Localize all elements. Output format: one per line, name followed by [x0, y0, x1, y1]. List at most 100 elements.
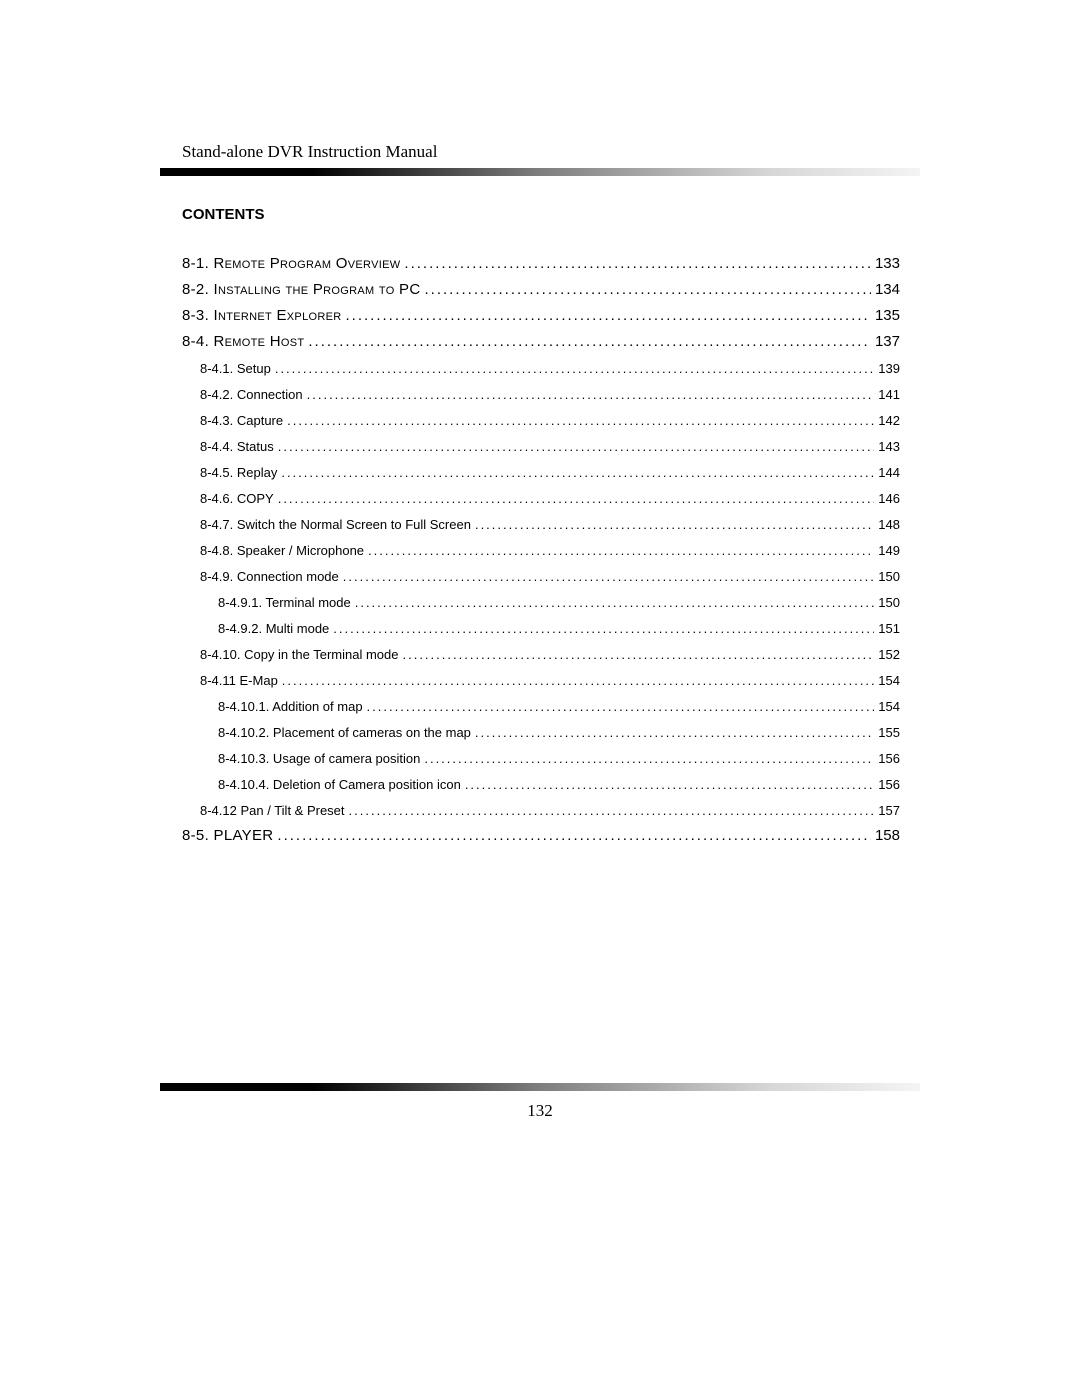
toc-entry: 8-4.1. Setup 139: [182, 361, 900, 376]
toc-entry-label: 8-4.6. COPY: [200, 491, 274, 506]
toc-entry: 8-4.10.4. Deletion of Camera position ic…: [182, 777, 900, 792]
toc-entry: 8-4.7. Switch the Normal Screen to Full …: [182, 517, 900, 532]
toc-entry-label: 8-4.11 E-Map: [200, 673, 278, 688]
toc-entry-label: 8-2. Installing the Program to PC: [182, 281, 420, 298]
toc-leader-dots: [402, 647, 874, 662]
toc-entry-label: 8-4.4. Status: [200, 439, 274, 454]
contents-heading: CONTENTS: [182, 206, 900, 223]
toc-entry-label: 8-4.8. Speaker / Microphone: [200, 543, 364, 558]
toc-leader-dots: [278, 491, 875, 506]
toc-leader-dots: [424, 751, 874, 766]
toc-entry: 8-4.2. Connection 141: [182, 387, 900, 402]
toc-entry-page: 154: [878, 699, 900, 714]
toc-entry-label: 8-4.5. Replay: [200, 465, 277, 480]
toc-entry-page: 156: [878, 777, 900, 792]
contents-block: CONTENTS 8-1. Remote Program Overview 133…: [182, 206, 900, 847]
toc-entry: 8-4.10.3. Usage of camera position 156: [182, 751, 900, 766]
table-of-contents: 8-1. Remote Program Overview 133 8-2. Inst…: [182, 255, 900, 844]
toc-entry-label: 8-4.7. Switch the Normal Screen to Full …: [200, 517, 471, 532]
toc-leader-dots: [345, 307, 870, 324]
toc-entry-page: 158: [875, 827, 900, 844]
toc-entry: 8-4.9.1. Terminal mode 150: [182, 595, 900, 610]
toc-entry-label: 8-4.10.1. Addition of map: [218, 699, 363, 714]
toc-entry-page: 146: [878, 491, 900, 506]
toc-entry: 8-4.12 Pan / Tilt & Preset 157: [182, 803, 900, 818]
toc-entry-page: 157: [878, 803, 900, 818]
toc-leader-dots: [277, 827, 871, 844]
toc-leader-dots: [343, 569, 875, 584]
toc-entry-page: 152: [878, 647, 900, 662]
page: Stand-alone DVR Instruction Manual CONTE…: [0, 0, 1080, 1397]
toc-leader-dots: [281, 465, 874, 480]
toc-entry-page: 144: [878, 465, 900, 480]
toc-entry-page: 150: [878, 569, 900, 584]
toc-entry-label: 8-4.9. Connection mode: [200, 569, 339, 584]
toc-entry-label: 8-4.10. Copy in the Terminal mode: [200, 647, 398, 662]
toc-leader-dots: [475, 725, 874, 740]
header-rule: [160, 168, 920, 176]
toc-entry: 8-4.11 E-Map 154: [182, 673, 900, 688]
toc-leader-dots: [333, 621, 874, 636]
toc-leader-dots: [355, 595, 875, 610]
toc-leader-dots: [367, 699, 875, 714]
toc-entry: 8-4.4. Status 143: [182, 439, 900, 454]
toc-entry-label: 8-4.1. Setup: [200, 361, 271, 376]
toc-entry: 8-2. Installing the Program to PC 134: [182, 281, 900, 298]
document-title: Stand-alone DVR Instruction Manual: [182, 142, 437, 162]
toc-leader-dots: [475, 517, 874, 532]
toc-entry-label: 8-4.10.2. Placement of cameras on the ma…: [218, 725, 471, 740]
toc-entry-page: 137: [875, 333, 900, 350]
toc-entry-page: 141: [878, 387, 900, 402]
toc-entry: 8-4. Remote Host 137: [182, 333, 900, 350]
toc-entry-page: 135: [875, 307, 900, 324]
toc-leader-dots: [275, 361, 874, 376]
toc-entry: 8-4.9. Connection mode 150: [182, 569, 900, 584]
toc-entry-label: 8-5. PLAYER: [182, 827, 273, 844]
toc-entry-page: 151: [878, 621, 900, 636]
toc-leader-dots: [424, 281, 870, 298]
toc-entry-label: 8-4.10.3. Usage of camera position: [218, 751, 420, 766]
toc-entry: 8-4.5. Replay 144: [182, 465, 900, 480]
toc-leader-dots: [368, 543, 874, 558]
toc-entry-label: 8-1. Remote Program Overview: [182, 255, 400, 272]
toc-entry-page: 139: [878, 361, 900, 376]
toc-entry-label: 8-4. Remote Host: [182, 333, 304, 350]
toc-leader-dots: [404, 255, 871, 272]
toc-entry-page: 134: [875, 281, 900, 298]
toc-entry-label: 8-4.9.2. Multi mode: [218, 621, 329, 636]
toc-entry-label: 8-3. Internet Explorer: [182, 307, 341, 324]
toc-entry: 8-4.10.1. Addition of map 154: [182, 699, 900, 714]
toc-leader-dots: [465, 777, 874, 792]
toc-entry: 8-4.10.2. Placement of cameras on the ma…: [182, 725, 900, 740]
page-number: 132: [0, 1101, 1080, 1121]
toc-entry: 8-1. Remote Program Overview 133: [182, 255, 900, 272]
toc-entry-page: 155: [878, 725, 900, 740]
toc-entry-label: 8-4.12 Pan / Tilt & Preset: [200, 803, 345, 818]
toc-entry: 8-4.10. Copy in the Terminal mode 152: [182, 647, 900, 662]
toc-entry-page: 156: [878, 751, 900, 766]
toc-entry: 8-4.3. Capture 142: [182, 413, 900, 428]
toc-entry-page: 133: [875, 255, 900, 272]
toc-leader-dots: [278, 439, 875, 454]
toc-entry-label: 8-4.9.1. Terminal mode: [218, 595, 351, 610]
toc-entry: 8-3. Internet Explorer 135: [182, 307, 900, 324]
toc-leader-dots: [282, 673, 875, 688]
toc-entry-page: 149: [878, 543, 900, 558]
toc-entry-label: 8-4.3. Capture: [200, 413, 283, 428]
toc-entry: 8-4.8. Speaker / Microphone 149: [182, 543, 900, 558]
toc-leader-dots: [307, 387, 875, 402]
toc-entry-page: 148: [878, 517, 900, 532]
toc-leader-dots: [349, 803, 875, 818]
toc-leader-dots: [308, 333, 871, 350]
toc-leader-dots: [287, 413, 874, 428]
toc-entry-label: 8-4.10.4. Deletion of Camera position ic…: [218, 777, 461, 792]
toc-entry-page: 150: [878, 595, 900, 610]
toc-entry-page: 143: [878, 439, 900, 454]
toc-entry: 8-4.6. COPY 146: [182, 491, 900, 506]
footer-rule: [160, 1083, 920, 1091]
toc-entry-label: 8-4.2. Connection: [200, 387, 303, 402]
toc-entry-page: 142: [878, 413, 900, 428]
toc-entry: 8-4.9.2. Multi mode 151: [182, 621, 900, 636]
toc-entry: 8-5. PLAYER 158: [182, 827, 900, 844]
toc-entry-page: 154: [878, 673, 900, 688]
